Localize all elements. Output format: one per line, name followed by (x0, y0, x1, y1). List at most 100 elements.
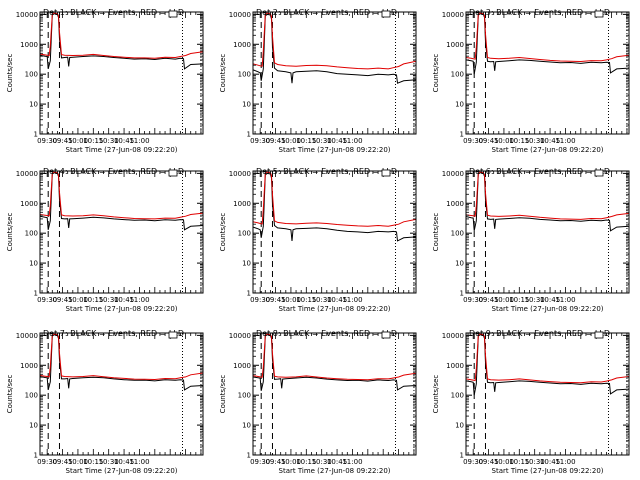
y-axis-label: Counts/sec (219, 54, 227, 93)
y-axis-label: Counts/sec (432, 375, 440, 414)
y-tick-label: 100 (451, 230, 464, 238)
x-tick-label: 09:30 (250, 137, 270, 145)
x-tick-label: 10:45 (114, 458, 134, 466)
x-tick-label: 10:45 (114, 296, 134, 304)
detector-panel-9: 1 10 100 1000 10000 09:3009:4510:0010:1510:30… (432, 329, 630, 475)
y-tick-label: 1000 (20, 41, 38, 49)
y-tick-label: 1 (34, 452, 38, 460)
y-tick-label: 1000 (446, 200, 464, 208)
x-tick-label: 10:45 (540, 137, 560, 145)
x-tick-label: 10:45 (540, 296, 560, 304)
x-tick-label: 10:15 (296, 458, 316, 466)
y-tick-label: 10 (242, 101, 251, 109)
x-tick-label: 09:30 (250, 458, 270, 466)
y-tick-label: 10 (455, 260, 464, 268)
y-tick-label: 100 (238, 392, 251, 400)
y-tick-label: 1000 (446, 41, 464, 49)
x-tick-label: 10:30 (525, 137, 545, 145)
x-tick-label: 10:00 (281, 458, 301, 466)
panel-title: Det 5: BLACK = Events, RED = LLD (256, 167, 397, 176)
x-axis-label: Start Time (27-Jun-08 09:22:20) (492, 305, 604, 313)
y-tick-label: 10 (455, 422, 464, 430)
x-tick-label: 10:45 (327, 458, 347, 466)
y-tick-label: 10000 (229, 11, 251, 19)
x-tick-label: 11:00 (342, 296, 362, 304)
x-tick-label: 10:30 (312, 296, 332, 304)
x-axis-label: Start Time (27-Jun-08 09:22:20) (66, 146, 178, 154)
x-tick-label: 09:30 (250, 296, 270, 304)
lld-series-line (40, 12, 203, 59)
x-tick-label: 10:00 (68, 458, 88, 466)
x-tick-label: 10:00 (494, 458, 514, 466)
y-tick-label: 1 (460, 131, 464, 139)
y-tick-label: 10 (242, 260, 251, 268)
y-axis-label: Counts/sec (6, 375, 14, 414)
panel-title: Det 8: BLACK = Events, RED = LLD (256, 329, 397, 338)
y-tick-label: 10000 (16, 170, 38, 178)
x-tick-label: 10:30 (99, 296, 119, 304)
x-tick-label: 09:45 (265, 296, 285, 304)
y-tick-label: 10 (29, 101, 38, 109)
x-tick-label: 10:45 (327, 296, 347, 304)
lld-series-line (40, 333, 203, 381)
y-tick-label: 10000 (442, 332, 464, 340)
y-tick-label: 100 (238, 230, 251, 238)
x-tick-label: 10:30 (312, 458, 332, 466)
panel-title: Det 4: BLACK = Events, RED = LLD (43, 167, 184, 176)
lld-series-line (466, 12, 629, 63)
plot-frame (252, 332, 417, 456)
y-tick-label: 1 (460, 290, 464, 298)
x-tick-label: 10:00 (68, 296, 88, 304)
x-tick-label: 09:45 (52, 458, 72, 466)
y-tick-label: 1 (247, 131, 251, 139)
x-axis-label: Start Time (27-Jun-08 09:22:20) (279, 305, 391, 313)
detector-panel-6: 1 10 100 1000 10000 09:3009:4510:0010:1510:30… (432, 167, 630, 313)
x-tick-label: 09:45 (52, 296, 72, 304)
y-tick-label: 1 (247, 452, 251, 460)
x-tick-label: 10:30 (525, 458, 545, 466)
x-tick-label: 10:15 (83, 458, 103, 466)
y-tick-label: 1000 (233, 362, 251, 370)
x-axis-label: Start Time (27-Jun-08 09:22:20) (66, 467, 178, 475)
x-tick-label: 09:30 (37, 458, 57, 466)
lld-series-line (466, 171, 629, 220)
x-tick-label: 10:30 (312, 137, 332, 145)
plot-frame (465, 11, 630, 135)
y-tick-label: 1000 (233, 200, 251, 208)
x-tick-label: 10:45 (327, 137, 347, 145)
x-tick-label: 10:00 (494, 296, 514, 304)
detector-panel-1: 1 10 100 1000 10000 09:3009:4510:0010:1510:30… (6, 8, 204, 154)
y-tick-label: 1000 (20, 200, 38, 208)
x-tick-label: 10:15 (296, 137, 316, 145)
x-tick-label: 09:45 (478, 137, 498, 145)
y-tick-label: 10000 (229, 332, 251, 340)
y-tick-label: 10 (242, 422, 251, 430)
x-tick-label: 11:00 (342, 137, 362, 145)
x-tick-label: 09:45 (265, 137, 285, 145)
x-tick-label: 10:15 (509, 458, 529, 466)
panel-title: Det 2: BLACK = Events, RED = LLD (256, 8, 397, 17)
plot-frame (252, 170, 417, 294)
x-tick-label: 09:30 (37, 296, 57, 304)
y-tick-label: 1000 (233, 41, 251, 49)
panel-title: Det 7: BLACK = Events, RED = LLD (43, 329, 184, 338)
x-axis-label: Start Time (27-Jun-08 09:22:20) (492, 146, 604, 154)
y-tick-label: 10000 (442, 170, 464, 178)
plot-frame (465, 170, 630, 294)
flag-box-icon (168, 10, 178, 18)
lld-series-line (40, 171, 203, 220)
x-tick-label: 09:30 (463, 458, 483, 466)
x-tick-label: 11:00 (129, 137, 149, 145)
detector-panel-3: 1 10 100 1000 10000 09:3009:4510:0010:1510:30… (432, 8, 630, 154)
flag-box-icon (594, 331, 604, 339)
detector-panel-4: 1 10 100 1000 10000 09:3009:4510:0010:1510:30… (6, 167, 204, 313)
y-axis-label: Counts/sec (219, 213, 227, 252)
detector-panel-8: 1 10 100 1000 10000 09:3009:4510:0010:1510:30… (219, 329, 417, 475)
y-tick-label: 100 (25, 230, 38, 238)
x-tick-label: 10:45 (540, 458, 560, 466)
x-tick-label: 10:15 (83, 137, 103, 145)
x-tick-label: 10:45 (114, 137, 134, 145)
lld-series-line (253, 333, 416, 381)
